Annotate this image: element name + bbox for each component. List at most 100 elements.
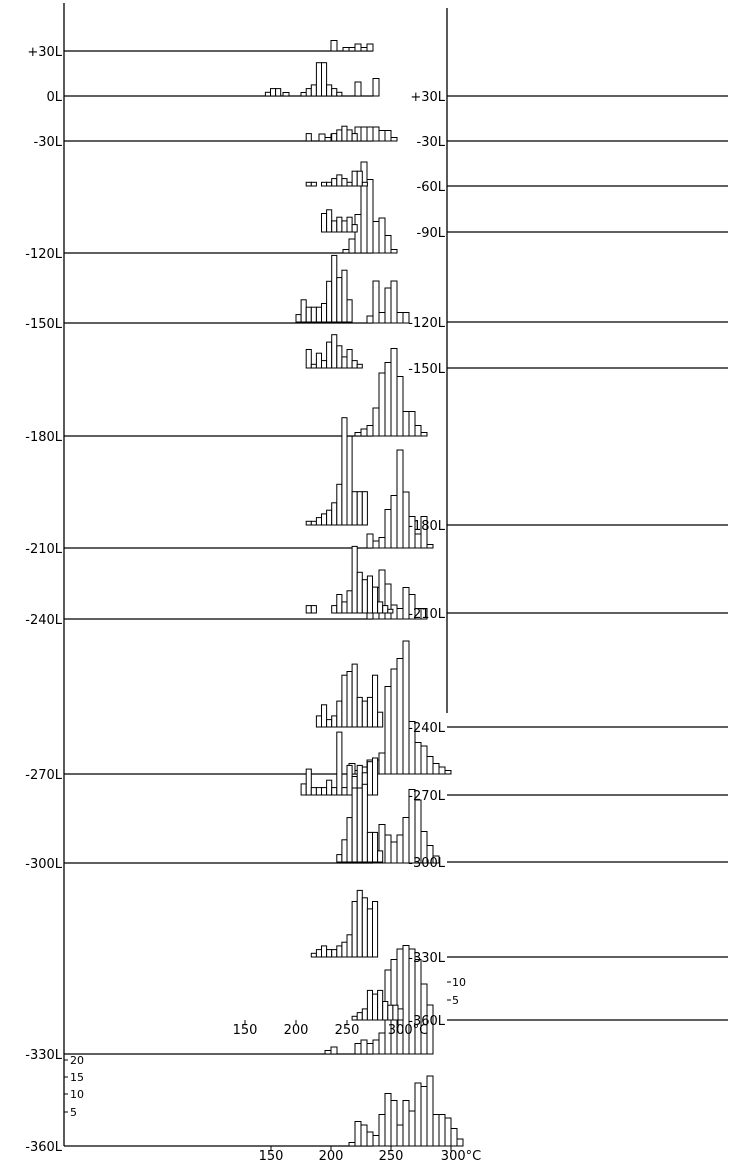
- histogram-bar: [420, 516, 428, 549]
- histogram-bar: [305, 349, 312, 369]
- histogram-bar: [341, 601, 348, 614]
- histogram-bar: [382, 1001, 389, 1021]
- histogram-bar: [426, 756, 434, 775]
- x-tick-label: 300°C: [388, 1023, 428, 1038]
- histogram-bar: [351, 491, 358, 526]
- histogram-bar: [331, 502, 338, 526]
- histogram-bar: [330, 40, 338, 52]
- histogram-bar: [341, 674, 348, 728]
- panel-label: -360L: [25, 1140, 63, 1155]
- panel-minus300l: -300L: [336, 783, 728, 871]
- histogram-bar: [366, 43, 374, 52]
- histogram-bar: [351, 1015, 358, 1021]
- histogram-bar: [331, 88, 338, 97]
- histogram-bar: [366, 126, 374, 142]
- histogram-bar: [300, 783, 307, 796]
- histogram-bar: [326, 719, 333, 728]
- histogram-bar: [366, 575, 373, 614]
- histogram-bar: [396, 608, 404, 620]
- panel-label: -30L: [34, 135, 63, 150]
- histogram-bar: [315, 306, 322, 323]
- histogram-bar: [310, 787, 317, 796]
- histogram-bar: [321, 513, 328, 526]
- panel-minus180l: -180L: [305, 417, 728, 534]
- histogram-bar: [336, 483, 343, 526]
- histogram-bar: [310, 952, 317, 958]
- histogram-bar: [315, 352, 322, 369]
- histogram-bar: [408, 594, 416, 620]
- histogram-bar: [402, 640, 410, 775]
- histogram-bar: [356, 491, 363, 526]
- y-tick-label: 5: [452, 994, 459, 1007]
- histogram-bar: [310, 605, 317, 614]
- histogram-bar: [341, 269, 348, 323]
- histogram-bar: [414, 1082, 422, 1147]
- histogram-bar: [321, 945, 328, 958]
- histogram-bar: [336, 345, 343, 369]
- histogram-bar: [310, 84, 317, 97]
- histogram-bar: [402, 1100, 410, 1147]
- panel-0l: 0L: [46, 78, 380, 105]
- panel-minus30l: -30L: [305, 125, 728, 150]
- panel-label: -150L: [25, 317, 63, 332]
- panel-minus150l: -150L: [25, 280, 410, 332]
- right-histogram-column: +30L -30L -60L -90L -120L -150L -180L -210L -240…: [233, 8, 728, 1038]
- panel-minus150l: -150L: [305, 334, 728, 377]
- histogram-bar: [336, 216, 343, 233]
- panel-label: +30L: [410, 90, 445, 105]
- histogram-bar: [351, 224, 358, 233]
- histogram-bar: [305, 306, 312, 323]
- histogram-bar: [356, 571, 363, 614]
- histogram-bar: [300, 299, 307, 323]
- histogram-bar: [396, 449, 404, 549]
- histogram-bar: [354, 214, 362, 254]
- panel-plus30l: +30L: [264, 62, 728, 105]
- histogram-bar: [378, 537, 386, 549]
- histogram-bar: [341, 787, 348, 796]
- histogram-bar: [377, 850, 384, 863]
- histogram-bar: [444, 770, 452, 775]
- histogram-bar: [396, 834, 404, 864]
- histogram-bar: [346, 764, 353, 796]
- panel-label: -150L: [408, 362, 446, 377]
- histogram-bar: [366, 315, 374, 324]
- histogram-bar: [351, 545, 358, 614]
- histogram-bar: [348, 47, 356, 52]
- histogram-bar: [331, 949, 338, 958]
- panel-label: -240L: [408, 721, 446, 736]
- histogram-bar: [356, 1012, 363, 1021]
- histogram-bar: [321, 360, 328, 369]
- histogram-bar: [305, 181, 312, 187]
- histogram-bar: [315, 949, 322, 958]
- histogram-bar: [336, 854, 343, 863]
- histogram-bar: [336, 277, 343, 323]
- histogram-bar: [384, 686, 392, 775]
- histogram-bar: [341, 220, 348, 233]
- histogram-bar: [331, 334, 338, 369]
- histogram-bar: [361, 579, 368, 614]
- histogram-bar: [390, 249, 398, 254]
- y-tick-label: 15: [70, 1071, 84, 1084]
- histogram-bar: [420, 745, 428, 775]
- histogram-bar: [341, 125, 348, 142]
- histogram-bar: [402, 312, 410, 324]
- histogram-bar: [295, 314, 302, 323]
- histogram-bar: [326, 949, 333, 958]
- histogram-bar: [372, 78, 380, 97]
- histogram-bar: [372, 540, 380, 549]
- histogram-bar: [356, 170, 363, 187]
- histogram-bar: [366, 761, 373, 796]
- histogram-bar: [356, 696, 363, 728]
- histogram-bar: [270, 88, 277, 97]
- histogram-bar: [282, 92, 290, 97]
- histogram-bar: [366, 831, 373, 863]
- histogram-bar: [341, 178, 348, 187]
- left-histogram-column: +30L 0L -30L -120L -150L -180L -210L -240L -270L…: [25, 3, 481, 1162]
- histogram-bar: [378, 130, 386, 142]
- histogram-bar: [377, 989, 384, 1021]
- histogram-bar: [346, 181, 353, 187]
- histogram-bar: [305, 133, 312, 142]
- histogram-bar: [384, 130, 392, 142]
- histogram-bar: [321, 62, 328, 97]
- histogram-bar: [356, 363, 363, 369]
